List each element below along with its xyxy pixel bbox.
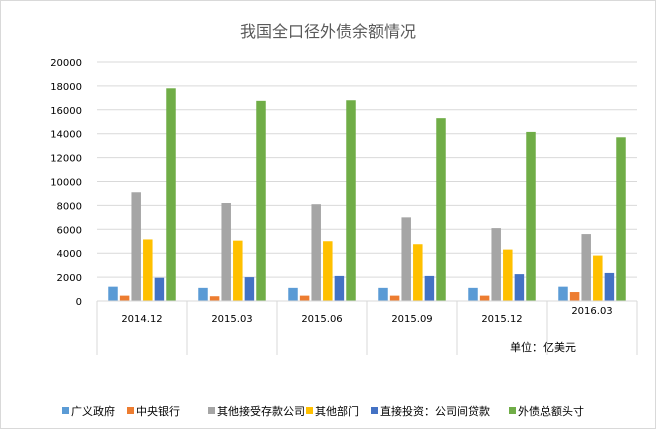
y-axis: 2000018000160001400012000100008000600040…: [50, 58, 82, 308]
bar: [413, 244, 423, 301]
bar: [616, 137, 626, 301]
bar: [378, 287, 388, 301]
y-tick-label: 6000: [57, 225, 82, 236]
legend-label: 广义政府: [71, 404, 115, 418]
y-tick-label: 0: [76, 297, 82, 308]
bar: [468, 287, 478, 301]
bar: [108, 286, 118, 301]
legend-swatch: [509, 407, 516, 414]
bar: [154, 277, 165, 301]
unit-label: 单位：亿美元: [510, 340, 576, 354]
y-tick-label: 18000: [50, 82, 82, 93]
bar: [436, 118, 446, 301]
bar: [346, 100, 356, 302]
bar: [288, 287, 298, 301]
bar: [526, 131, 536, 301]
bar: [479, 295, 490, 301]
bar: [299, 295, 310, 301]
legend-swatch: [127, 407, 134, 414]
bar: [334, 275, 345, 301]
legend-swatch: [62, 407, 69, 414]
bar: [244, 277, 255, 301]
x-axis: 2014.12 2015.03 2015.06 2015.09 2015.12 2016.…: [96, 300, 638, 355]
legend-label: 中央银行: [136, 404, 180, 418]
x-tick-label: 2015.06: [301, 314, 342, 325]
legend-swatch: [306, 407, 313, 414]
bar: [604, 272, 615, 301]
y-tick-label: 14000: [50, 130, 82, 141]
legend-item: 广义政府: [62, 404, 115, 418]
bar: [166, 88, 176, 301]
bar: [311, 204, 321, 301]
x-tick-label: 2014.12: [121, 314, 162, 325]
legend-label: 其他部门: [315, 404, 359, 418]
bar: [143, 239, 153, 301]
x-tick-label: 2015.12: [481, 314, 522, 325]
legend-item: 其他接受存款公司: [208, 404, 305, 418]
bar: [593, 255, 603, 301]
bars: [108, 88, 626, 302]
y-tick-label: 12000: [50, 154, 82, 165]
bar: [119, 295, 130, 301]
y-tick-label: 20000: [50, 58, 82, 69]
bar: [569, 292, 580, 301]
x-tick-label: 2016.03: [571, 306, 612, 317]
y-tick-label: 10000: [50, 178, 82, 189]
bar: [256, 100, 266, 302]
bar: [514, 274, 525, 301]
bar: [131, 192, 141, 301]
y-tick-label: 8000: [57, 201, 82, 212]
legend: 广义政府 中央银行 其他接受存款公司 其他部门 直接投资：公司间贷款 外债总额头寸: [62, 404, 584, 418]
bar: [491, 228, 501, 301]
y-tick-label: 16000: [50, 106, 82, 117]
legend-label: 直接投资：公司间贷款: [380, 404, 490, 418]
legend-swatch: [371, 407, 378, 414]
bar: [401, 217, 411, 301]
x-tick-label: 2015.03: [211, 314, 252, 325]
y-tick-label: 2000: [57, 273, 82, 284]
bar: [424, 275, 435, 301]
legend-item: 直接投资：公司间贷款: [371, 404, 490, 418]
x-tick-label: 2015.09: [391, 314, 432, 325]
legend-label: 外债总额头寸: [518, 404, 584, 418]
bar: [581, 234, 591, 301]
legend-item: 外债总额头寸: [509, 404, 584, 418]
legend-item: 其他部门: [306, 404, 359, 418]
bar: [389, 295, 400, 301]
bar: [221, 203, 231, 301]
bar: [503, 249, 513, 301]
legend-swatch: [208, 407, 215, 414]
bar: [209, 296, 220, 301]
gridlines: [97, 61, 637, 302]
y-tick-label: 4000: [57, 249, 82, 260]
legend-item: 中央银行: [127, 404, 180, 418]
bar: [323, 241, 333, 301]
chart-title: 我国全口径外债余额情况: [240, 22, 416, 41]
bar: [233, 240, 243, 301]
bar: [198, 287, 208, 301]
legend-label: 其他接受存款公司: [217, 404, 305, 418]
bar: [558, 286, 568, 301]
